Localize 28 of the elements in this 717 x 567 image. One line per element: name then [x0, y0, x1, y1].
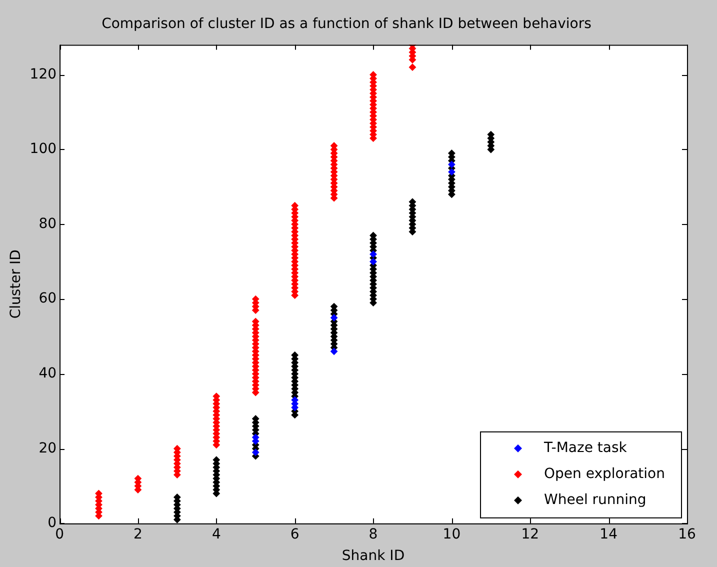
y-tick-label: 40: [38, 365, 57, 382]
point: [370, 258, 377, 266]
point: [330, 314, 338, 322]
x-tick-label: 12: [521, 526, 540, 542]
legend-label: Open exploration: [544, 466, 666, 482]
x-tick-label: 4: [212, 526, 221, 542]
y-tick-label: 100: [30, 141, 57, 158]
x-tick-label: 10: [442, 526, 461, 542]
x-tick-label: 6: [290, 526, 300, 542]
legend-label: T-Maze task: [543, 440, 628, 456]
point: [448, 168, 456, 176]
x-tick-label: 14: [600, 526, 618, 542]
x-tick-label: 16: [678, 526, 696, 542]
legend-label: Wheel running: [544, 492, 646, 508]
y-tick-label: 20: [38, 440, 57, 456]
point: [330, 348, 338, 355]
y-tick-label: 80: [38, 216, 57, 232]
point: [252, 448, 260, 456]
x-tick-label: 2: [133, 526, 142, 542]
chart-title: Comparison of cluster ID as a function of shank ID between behaviors: [102, 16, 592, 32]
x-tick-label: 8: [368, 526, 378, 542]
y-tick-label: 0: [48, 515, 57, 532]
y-tick-label: 120: [30, 66, 57, 82]
y-tick-label: 60: [38, 290, 57, 307]
point: [448, 160, 456, 168]
y-axis-title: Cluster ID: [8, 250, 24, 319]
x-axis-title: Shank ID: [342, 548, 405, 564]
point: [370, 250, 377, 258]
